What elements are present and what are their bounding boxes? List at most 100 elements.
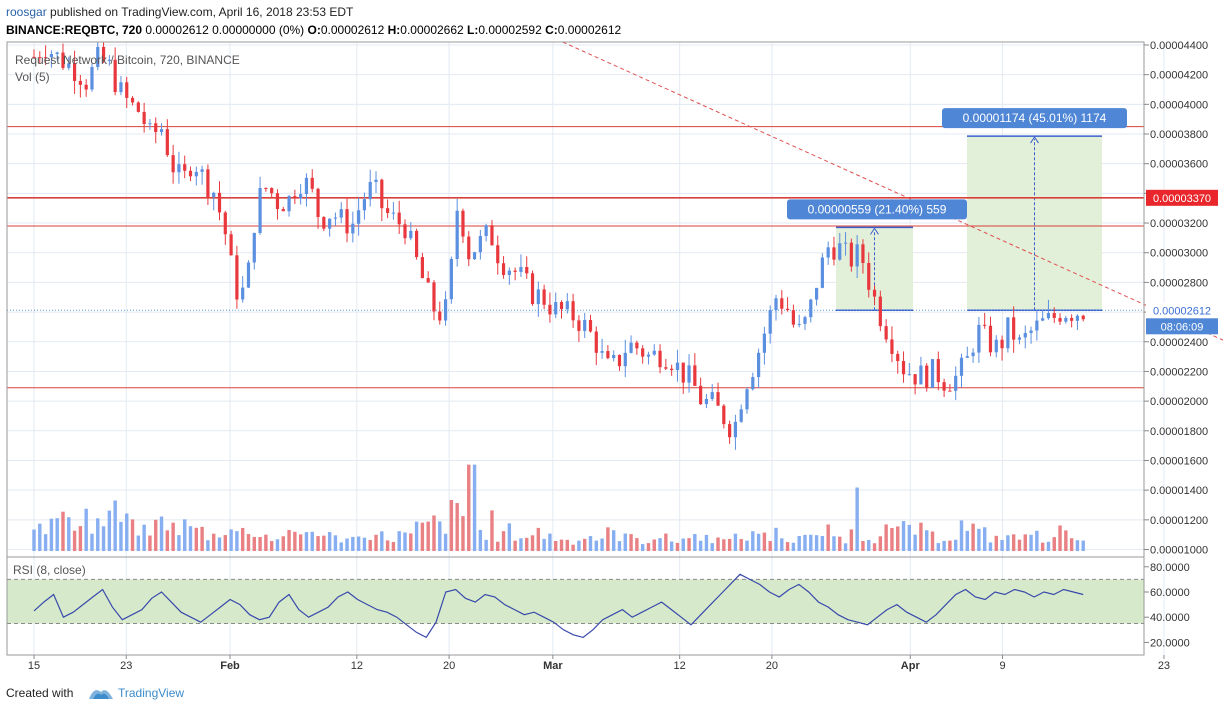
candle-body	[287, 196, 291, 212]
volume-bar	[467, 464, 471, 551]
candle-body	[942, 382, 946, 391]
measure-labels[interactable]: 0.00000559 (21.40%) 559 0.00001174 (45.01…	[787, 108, 1127, 220]
candle-body	[368, 181, 372, 200]
candle-body	[525, 267, 529, 274]
candle-body	[513, 270, 517, 272]
candle-body	[490, 225, 494, 246]
candle-body	[200, 169, 204, 172]
candle-body	[629, 342, 633, 353]
candle-body	[519, 267, 523, 272]
candle-body	[397, 212, 401, 225]
volume-bar	[646, 543, 651, 551]
volume-bar	[588, 536, 593, 551]
volume-bar	[519, 538, 523, 551]
volume-bar	[768, 541, 772, 551]
candle-body	[768, 310, 772, 334]
volume-bar	[907, 524, 912, 551]
volume-bar	[664, 533, 668, 551]
candle-body	[472, 252, 477, 260]
candle-body	[1075, 315, 1080, 321]
axes: 0.00004400 0.00004200 0.00004000 0.00003800…	[6, 40, 1208, 672]
measure-arrowhead	[1030, 136, 1039, 144]
candle-body	[728, 424, 732, 438]
volume-bar	[333, 535, 338, 551]
candle-body	[652, 350, 656, 355]
tradingview-logo-icon[interactable]	[88, 683, 114, 703]
author-link[interactable]: roosgar	[6, 5, 47, 19]
candle-body	[925, 365, 929, 388]
volume-bar	[710, 543, 714, 551]
candle-body	[1070, 318, 1074, 321]
volume-bar	[1064, 530, 1068, 551]
candle-body	[930, 359, 935, 388]
volume-bar	[901, 521, 906, 551]
volume-bar	[1052, 537, 1056, 551]
volume-bar	[832, 536, 836, 551]
volume-bar	[965, 530, 969, 551]
volume-bar	[148, 535, 152, 551]
volume-bar	[896, 526, 900, 551]
volume-bar	[635, 538, 639, 551]
volume-bar	[101, 526, 106, 551]
y-tick-label: 0.00001400	[1150, 485, 1208, 497]
candle-body	[600, 351, 604, 353]
candle-body	[814, 287, 819, 300]
candle-body	[606, 351, 610, 359]
published-text: published on TradingView.com, April 16, …	[50, 5, 354, 19]
volume-bar	[449, 499, 454, 551]
main-legend: Request Network / Bitcoin, 720, BINANCE	[15, 53, 240, 67]
x-tick-label: Apr	[901, 660, 921, 672]
volume-bar	[183, 519, 187, 551]
candle-body	[183, 164, 187, 171]
volume-bar	[849, 529, 854, 551]
volume-bar	[791, 542, 796, 551]
volume-bar	[339, 542, 343, 551]
volume-bar	[43, 534, 48, 551]
tradingview-brand[interactable]: TradingView	[118, 686, 185, 700]
volume-bar	[252, 536, 256, 551]
volume-bar	[600, 538, 604, 551]
candle-body	[142, 111, 146, 124]
volume-bar	[675, 542, 680, 551]
volume-bar	[704, 534, 709, 551]
candle-body	[328, 218, 332, 229]
volume-bar	[606, 527, 610, 551]
volume-bar	[432, 515, 436, 551]
volume-bar	[206, 540, 210, 551]
volume-bar	[426, 521, 430, 551]
volume-bar	[525, 537, 529, 551]
candle-body	[293, 196, 297, 199]
y-tick-label: 0.00003000	[1150, 248, 1208, 260]
candle-body	[1006, 317, 1010, 349]
candle-body	[299, 194, 303, 199]
volume-bar	[826, 524, 830, 551]
candle-body	[310, 177, 314, 189]
price-change: 0.00002612 0.00000000 (0%)	[145, 23, 305, 37]
candle-body	[617, 355, 622, 367]
volume-bar	[327, 532, 332, 551]
volume-bar	[478, 529, 483, 551]
volume-bar	[275, 539, 280, 551]
candle-body	[565, 301, 569, 310]
volume-bar	[246, 534, 251, 551]
candle-body	[1052, 313, 1056, 318]
open-value: 0.00002612	[320, 23, 385, 37]
volume-bar	[351, 536, 355, 551]
candle-body	[165, 129, 169, 156]
x-tick-label: 15	[28, 660, 40, 672]
y-tick-label: 0.00003600	[1150, 159, 1208, 171]
volume-bar	[1000, 540, 1004, 551]
candle-body	[101, 46, 106, 62]
chart-canvas[interactable]: 0.00000559 (21.40%) 559 0.00001174 (45.01…	[0, 0, 1223, 680]
volume-bar	[287, 529, 291, 551]
y-tick-label: 0.00002400	[1150, 337, 1208, 349]
volume-bar	[113, 500, 117, 551]
volume-bar	[652, 539, 656, 551]
candle-body	[704, 398, 709, 405]
candle-body	[913, 374, 917, 385]
volume-bar	[177, 535, 181, 551]
low-label: L:	[467, 23, 479, 37]
current-price-tag: 0.00002612	[1153, 305, 1211, 317]
volume-bar	[484, 539, 488, 551]
volume-bar	[229, 529, 233, 551]
